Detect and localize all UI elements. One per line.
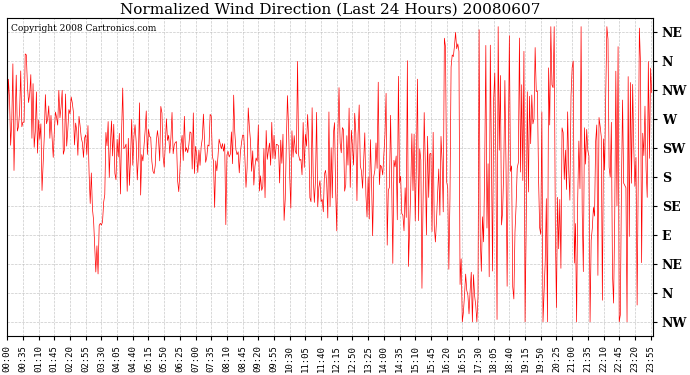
Text: Copyright 2008 Cartronics.com: Copyright 2008 Cartronics.com: [10, 24, 156, 33]
Title: Normalized Wind Direction (Last 24 Hours) 20080607: Normalized Wind Direction (Last 24 Hours…: [120, 3, 540, 17]
